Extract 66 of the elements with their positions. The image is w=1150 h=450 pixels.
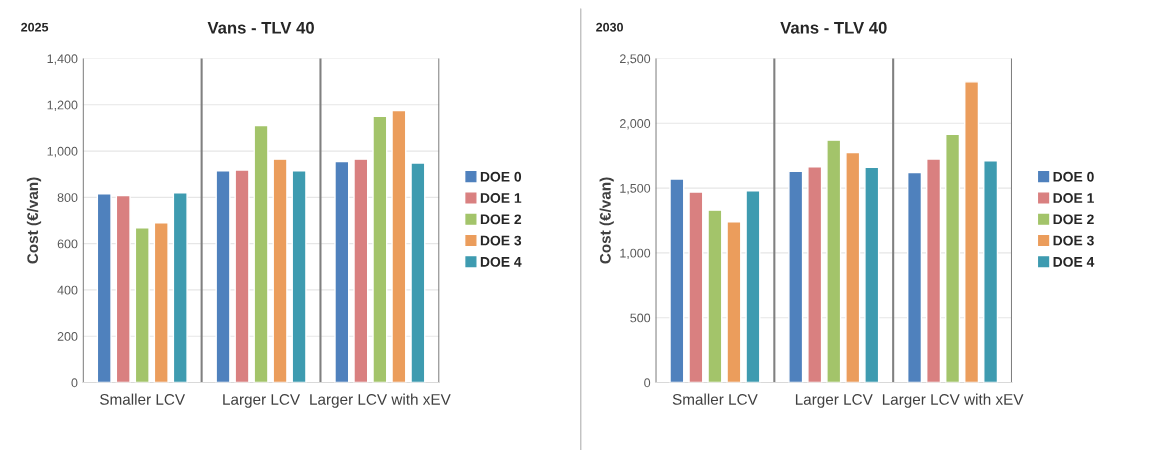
bar: [96, 193, 112, 383]
bar: [807, 166, 823, 383]
bar: [372, 115, 388, 383]
y-tick-label: 200: [57, 332, 78, 341]
bar: [669, 178, 685, 383]
bar: [707, 209, 723, 383]
x-tick-label: Smaller LCV: [672, 393, 758, 405]
x-tick-label: Larger LCV with xEV: [882, 393, 1024, 408]
legend-label: DOE 4: [480, 256, 522, 267]
y-tick-label: 1,400: [47, 54, 78, 65]
y-axis-title: Cost (€/van): [26, 177, 42, 264]
bar: [215, 170, 231, 383]
bar: [391, 109, 407, 383]
bar: [253, 124, 269, 383]
legend-label: DOE 1: [1053, 193, 1094, 203]
bar: [134, 227, 150, 383]
y-tick-label: 1,200: [47, 100, 78, 111]
y-tick-label: 600: [57, 239, 78, 249]
bar: [153, 222, 169, 383]
legend-label: DOE 0: [1053, 171, 1094, 182]
y-tick-label: 500: [630, 313, 651, 323]
bar: [726, 221, 742, 383]
legend-label: DOE 3: [1053, 235, 1094, 246]
bar: [926, 158, 942, 383]
text: 2025: [21, 22, 49, 32]
bar: [334, 160, 350, 383]
bar: [353, 158, 369, 383]
y-tick-label: 1,500: [620, 183, 651, 195]
x-tick-label: Smaller LCV: [100, 393, 186, 405]
y-tick-label: 1,000: [47, 146, 78, 158]
legend-label: DOE 2: [1053, 214, 1094, 225]
bar: [745, 189, 761, 383]
bar: [172, 192, 188, 383]
y-tick-label: 800: [57, 193, 78, 203]
bar: [788, 170, 804, 383]
y-axis-title: Cost (€/van): [599, 177, 614, 264]
legend-label: DOE 1: [480, 193, 522, 203]
bar: [291, 170, 307, 383]
legend-label: DOE 2: [480, 214, 522, 225]
bar: [907, 171, 923, 383]
legend-label: DOE 4: [1053, 256, 1095, 267]
bar: [983, 160, 999, 383]
bar: [410, 162, 426, 383]
x-tick-label: Larger LCV: [223, 394, 301, 408]
chart-title: Vans - TLV 40: [780, 21, 887, 34]
y-tick-label: 0: [644, 378, 651, 388]
legend-label: DOE 0: [480, 171, 522, 182]
y-tick-label: 2,500: [619, 54, 651, 65]
chart-title: Vans - TLV 40: [207, 21, 314, 34]
bar: [864, 166, 880, 383]
x-tick-label: Larger LCV: [795, 394, 873, 408]
bar: [272, 158, 288, 383]
y-tick-label: 0: [71, 378, 78, 388]
bar: [688, 191, 704, 383]
bar: [115, 194, 131, 383]
bar: [826, 139, 842, 383]
legend-label: DOE 3: [480, 235, 522, 246]
bar: [845, 151, 861, 383]
bar: [234, 169, 250, 383]
text: 2030: [596, 22, 623, 32]
y-tick-label: 2,000: [619, 119, 651, 130]
y-tick-label: 1,000: [620, 248, 651, 260]
bar: [945, 133, 961, 383]
y-tick-label: 400: [57, 285, 78, 295]
bar: [964, 81, 980, 383]
x-tick-label: Larger LCV with xEV: [310, 393, 451, 408]
